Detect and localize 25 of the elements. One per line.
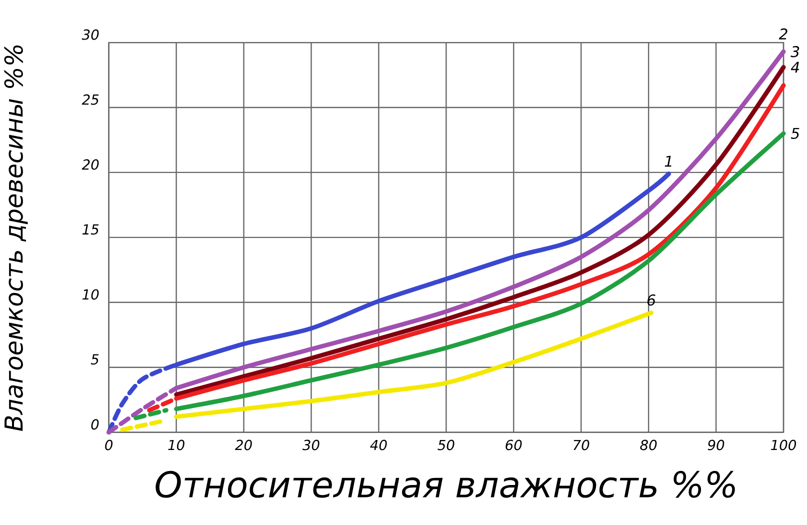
x-tick-label: 20 — [235, 440, 252, 450]
x-tick-label: 70 — [574, 440, 590, 450]
y-tick-label: 20 — [82, 159, 99, 170]
x-tick-label: 30 — [302, 440, 320, 450]
series-label: 4 — [790, 62, 800, 72]
y-tick-label: 5 — [90, 354, 99, 364]
y-axis-title: Влагоемкость древесины %% — [4, 45, 28, 431]
x-tick-label: 10 — [168, 440, 184, 450]
x-tick-label: 60 — [506, 440, 522, 450]
x-axis-title: Относительная влажность %% — [156, 470, 735, 498]
y-tick-label: 10 — [82, 289, 99, 300]
series-label: 1 — [664, 156, 672, 166]
x-tick-label: 50 — [438, 440, 454, 450]
x-tick-label: 100 — [770, 440, 796, 450]
y-tick-label: 0 — [91, 419, 99, 430]
series-label: 3 — [790, 46, 800, 58]
x-tick-label: 80 — [640, 440, 657, 450]
text: 2 — [778, 28, 788, 40]
x-tick-label: 0 — [105, 440, 113, 450]
series-label: 5 — [790, 128, 800, 139]
x-tick-label: 90 — [708, 440, 724, 450]
x-tick-label: 40 — [370, 440, 387, 450]
y-tick-label: 15 — [82, 224, 99, 235]
y-tick-label: 30 — [82, 29, 99, 40]
y-tick-label: 25 — [82, 94, 99, 105]
